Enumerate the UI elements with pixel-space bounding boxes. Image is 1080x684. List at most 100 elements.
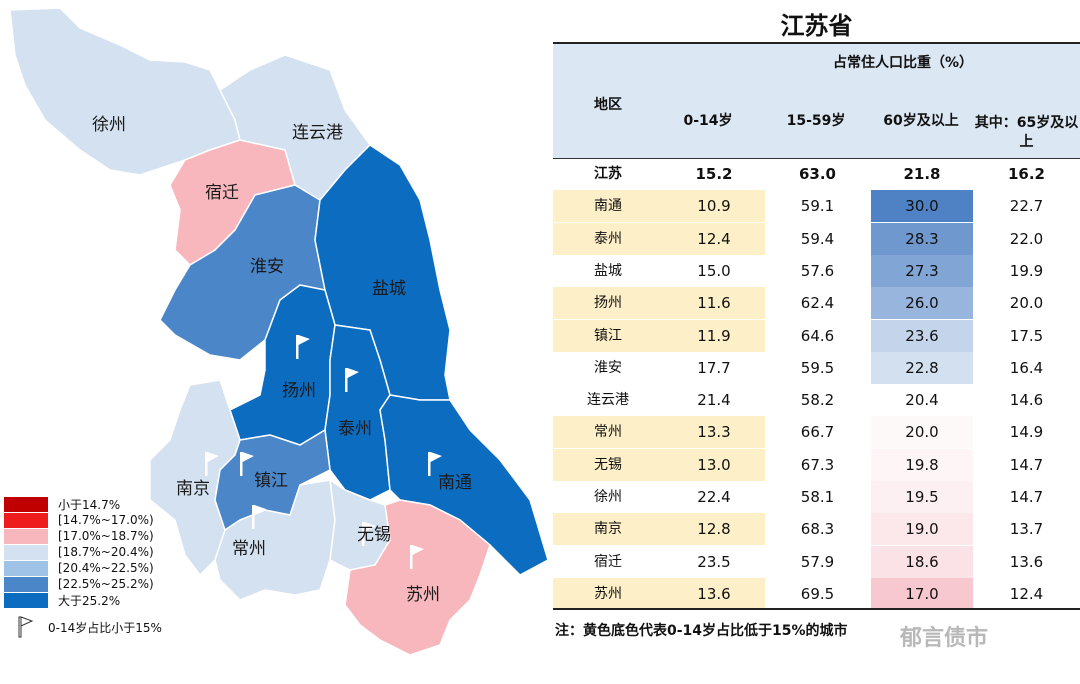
cell-c0_14: 11.6: [663, 287, 765, 320]
table-title: 江苏省: [780, 11, 853, 40]
table-row: 苏州 13.6 69.5 17.0 12.4: [553, 577, 1080, 610]
region-nantong: [379, 394, 549, 576]
legend-item: [20.4%~22.5%): [4, 560, 204, 576]
cell-c60: 19.8: [871, 448, 973, 481]
cell-c60: 26.0: [871, 287, 973, 320]
cell-region: 江苏: [594, 166, 622, 182]
cell-region: 无锡: [553, 448, 663, 481]
cell-c0_14: 22.4: [697, 488, 731, 506]
table-row: 连云港 21.4 58.2 20.4 14.6: [553, 384, 1080, 417]
legend-label: [14.7%~17.0%): [58, 513, 154, 527]
cell-c65: 13.6: [1009, 552, 1044, 571]
flag-icon: [428, 452, 442, 476]
flag-icon: [362, 522, 376, 546]
cell-c60: 27.3: [871, 254, 973, 287]
map-label-zhenjiang: 镇江: [254, 471, 288, 491]
map-label-huaian: 淮安: [250, 257, 284, 277]
cell-c0_14: 11.9: [663, 319, 765, 352]
cell-c65: 22.0: [1009, 229, 1044, 248]
cell-c65: 14.6: [1009, 391, 1044, 410]
table-row: 盐城 15.0 57.6 27.3 19.9: [553, 254, 1080, 287]
table-bottom-rule: [553, 608, 1080, 610]
map-label-yancheng: 盐城: [372, 279, 406, 299]
cell-c65: 12.4: [1009, 584, 1044, 603]
cell-c15_59: 68.3: [800, 520, 835, 539]
flag-outline-icon: [18, 616, 34, 638]
cell-c15_59: 59.1: [800, 197, 835, 216]
table-row: 南京 12.8 68.3 19.0 13.7: [553, 513, 1080, 546]
legend-item: [14.7%~17.0%): [4, 512, 204, 528]
cell-c0_14: 13.0: [663, 448, 765, 481]
cell-c15_59: 66.7: [800, 423, 835, 442]
cell-c0_14: 12.8: [663, 513, 765, 546]
legend-item: 大于25.2%: [4, 592, 204, 608]
map-label-xuzhou: 徐州: [92, 115, 126, 135]
cell-c15_59: 58.1: [800, 488, 835, 506]
legend-swatch: [4, 592, 48, 608]
cell-region: 宿迁: [594, 553, 622, 570]
map-label-wuxi: 无锡: [357, 525, 391, 545]
region-suzhou: [344, 499, 491, 656]
col-header-0-14: 0-14岁: [683, 113, 733, 129]
legend-label: [20.4%~22.5%): [58, 561, 154, 575]
cell-c60: 17.0: [871, 577, 973, 610]
col-header-60: 60岁及以上: [883, 113, 959, 129]
cell-c15_59: 62.4: [800, 294, 835, 313]
cell-c15_59: 57.9: [800, 552, 835, 571]
cell-c15_59: 69.5: [800, 584, 835, 603]
legend-label: [18.7%~20.4%): [58, 545, 154, 559]
map-label-taizhou: 泰州: [338, 419, 372, 439]
cell-region: 南京: [553, 513, 663, 546]
cell-region: 淮安: [594, 359, 622, 376]
cell-region: 苏州: [553, 577, 663, 610]
cell-region: 泰州: [553, 222, 663, 255]
table-row: 宿迁 23.5 57.9 18.6 13.6: [553, 545, 1080, 578]
legend-swatch: [4, 528, 48, 544]
table-row: 常州 13.3 66.7 20.0 14.9: [553, 416, 1080, 449]
cell-region: 徐州: [594, 489, 622, 505]
table-header: 占常住人口比重（%） 地区 0-14岁 15-59岁 60岁及以上 其中：65岁…: [553, 42, 1080, 159]
cell-c15_59: 63.0: [798, 165, 836, 183]
cell-c65: 17.5: [1009, 326, 1044, 345]
legend-label: [17.0%~18.7%): [58, 529, 154, 543]
cell-c0_14: 15.0: [697, 261, 731, 280]
cell-c65: 14.7: [1009, 455, 1044, 474]
cell-c65: 13.7: [1009, 520, 1044, 539]
cell-c15_59: 64.6: [800, 326, 835, 345]
jiangsu-map: 徐州 连云港 宿迁 淮安 盐城 扬州 泰州 南京 镇江 南通 常州 无锡 苏州: [9, 7, 549, 656]
map-label-suqian: 宿迁: [205, 183, 239, 203]
legend-item: 小于14.7%: [4, 496, 204, 512]
cell-c65: 19.9: [1009, 261, 1044, 280]
cell-c65: 16.4: [1009, 358, 1044, 377]
table-row: 无锡 13.0 67.3 19.8 14.7: [553, 448, 1080, 481]
cell-c65: 20.0: [1009, 294, 1044, 313]
cell-c60: 30.0: [871, 190, 973, 223]
cell-c15_59: 67.3: [800, 455, 835, 474]
cell-c60: 21.8: [903, 165, 941, 183]
cell-region: 南通: [553, 190, 663, 223]
legend-item: [22.5%~25.2%): [4, 576, 204, 592]
legend-swatch: [4, 560, 48, 576]
group-header: 占常住人口比重（%）: [832, 55, 974, 71]
table-row: 江苏 15.2 63.0 21.8 16.2: [553, 158, 1080, 190]
legend-item: [18.7%~20.4%): [4, 544, 204, 560]
table-row: 徐州 22.4 58.1 19.5 14.7: [553, 481, 1080, 513]
legend-label: [22.5%~25.2%): [58, 577, 154, 591]
flag-icon: [205, 452, 219, 476]
col-header-region: 地区: [594, 97, 622, 113]
flag-icon: [240, 452, 254, 476]
cell-c0_14: 13.3: [663, 416, 765, 449]
cell-c60: 23.6: [871, 319, 973, 352]
map-label-nanjing: 南京: [176, 479, 210, 499]
cell-c0_14: 23.5: [697, 552, 731, 571]
table-row: 泰州 12.4 59.4 28.3 22.0: [553, 222, 1080, 255]
region-taizhou: [324, 324, 391, 501]
legend-swatch: [4, 512, 48, 528]
table-row: 镇江 11.9 64.6 23.6 17.5: [553, 319, 1080, 352]
legend-swatch: [4, 544, 48, 560]
flag-icon: [296, 335, 310, 359]
table-row: 南通 10.9 59.1 30.0 22.7: [553, 190, 1080, 223]
cell-c60: 28.3: [871, 222, 973, 255]
region-xuzhou: [9, 7, 241, 176]
map-label-changzhou: 常州: [232, 539, 266, 559]
